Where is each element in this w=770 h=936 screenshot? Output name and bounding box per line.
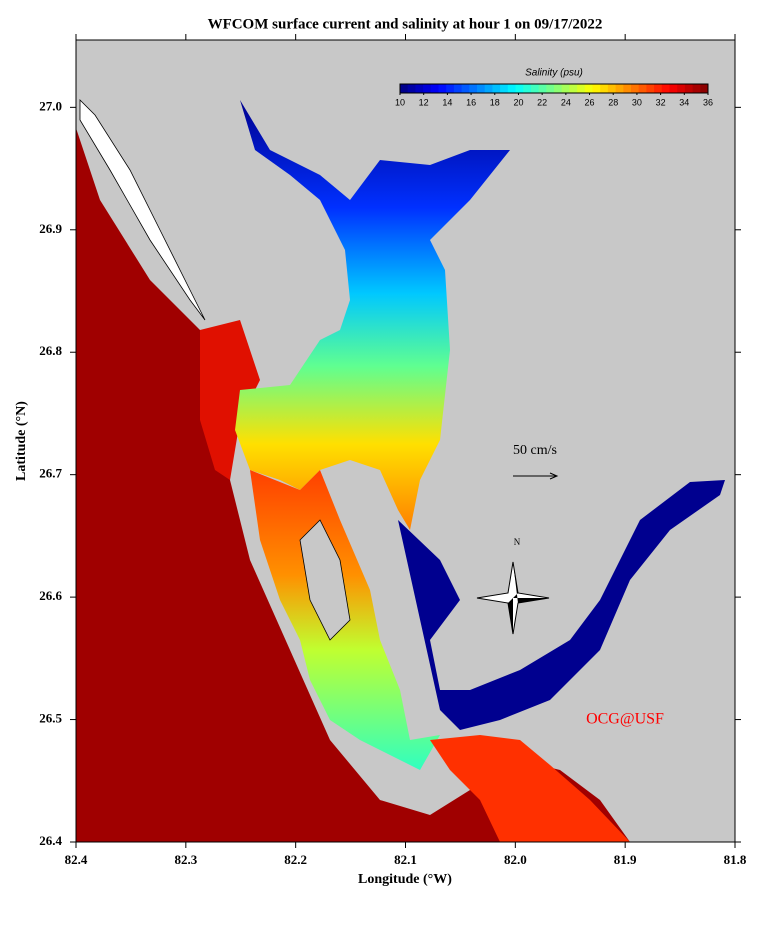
plume-water bbox=[200, 320, 260, 480]
colorbar-tick-label: 12 bbox=[419, 97, 429, 107]
colorbar-tick-label: 36 bbox=[703, 97, 713, 107]
water-layer bbox=[76, 99, 725, 842]
colorbar-segment bbox=[569, 84, 578, 93]
colorbar-segment bbox=[461, 84, 470, 93]
colorbar-segment bbox=[584, 84, 593, 93]
colorbar-segment bbox=[607, 84, 617, 93]
colorbar-segment bbox=[623, 84, 632, 93]
colorbar-segment bbox=[577, 84, 586, 93]
colorbar-tick-label: 20 bbox=[513, 97, 523, 107]
charlotte-harbor bbox=[235, 100, 510, 530]
colorbar-tick-label: 10 bbox=[395, 97, 405, 107]
colorbar-tick-label: 26 bbox=[585, 97, 595, 107]
title: WFCOM surface current and salinity at ho… bbox=[208, 16, 603, 32]
y-axis-label: Latitude (°N) bbox=[14, 401, 29, 481]
coastal-land bbox=[79, 99, 206, 321]
y-tick-label: 27.0 bbox=[39, 98, 62, 113]
compass-shade bbox=[508, 562, 549, 634]
colorbar-segment bbox=[700, 84, 709, 93]
colorbar-segment bbox=[453, 84, 463, 93]
x-axis-label: Longitude (°W) bbox=[358, 872, 452, 887]
colorbar-segment bbox=[661, 84, 670, 93]
colorbar-segment bbox=[523, 84, 532, 93]
colorbar-segment bbox=[438, 84, 447, 93]
colorbar-segment bbox=[654, 84, 663, 93]
x-tick-label: 82.4 bbox=[65, 852, 88, 867]
colorbar-segment bbox=[669, 84, 678, 93]
colorbar-segment bbox=[538, 84, 547, 93]
colorbar-segment bbox=[430, 84, 439, 93]
colorbar-segment bbox=[592, 84, 601, 93]
x-tick-label: 81.8 bbox=[724, 852, 747, 867]
y-tick-label: 26.9 bbox=[39, 221, 62, 236]
colorbar-label: Salinity (psu) bbox=[525, 68, 583, 79]
colorbar-segment bbox=[492, 84, 501, 93]
y-tick-label: 26.5 bbox=[39, 711, 62, 726]
colorbar-segment bbox=[692, 84, 701, 93]
colorbar-tick-label: 22 bbox=[537, 97, 547, 107]
colorbar-segment bbox=[561, 84, 570, 93]
colorbar-segment bbox=[546, 84, 555, 93]
colorbar-segment bbox=[677, 84, 686, 93]
caloosahatchee-river bbox=[398, 480, 725, 730]
colorbar-tick-label: 16 bbox=[466, 97, 476, 107]
colorbar-segment bbox=[407, 84, 416, 93]
island bbox=[299, 519, 351, 641]
x-tick-label: 82.0 bbox=[504, 852, 527, 867]
x-tick-label: 82.1 bbox=[394, 852, 417, 867]
colorbar-tick-label: 24 bbox=[561, 97, 571, 107]
colorbar-segment bbox=[507, 84, 516, 93]
scale-arrow-head bbox=[549, 472, 559, 480]
compass bbox=[476, 561, 550, 635]
x-tick-label: 82.2 bbox=[284, 852, 307, 867]
colorbar-segment bbox=[631, 84, 640, 93]
colorbar-segment bbox=[469, 84, 478, 93]
colorbar-tick-label: 34 bbox=[679, 97, 689, 107]
colorbar-segment bbox=[400, 84, 409, 93]
colorbar-segment bbox=[500, 84, 509, 93]
colorbar-segment bbox=[477, 84, 486, 93]
colorbar-segment bbox=[615, 84, 624, 93]
colorbar-tick-label: 30 bbox=[632, 97, 642, 107]
colorbar-tick-label: 28 bbox=[608, 97, 618, 107]
colorbar-frame bbox=[399, 83, 709, 94]
credit: OCG@USF bbox=[586, 711, 664, 728]
compass-label: N bbox=[514, 537, 521, 547]
scale-label: 50 cm/s bbox=[513, 443, 557, 458]
colorbar-segment bbox=[484, 84, 493, 93]
colorbar-tick-label: 14 bbox=[442, 97, 452, 107]
x-tick-label: 82.3 bbox=[174, 852, 197, 867]
colorbar-segment bbox=[646, 84, 655, 93]
y-tick-label: 26.4 bbox=[39, 833, 62, 848]
colorbar-segment bbox=[600, 84, 609, 93]
x-tick-label: 81.9 bbox=[614, 852, 637, 867]
colorbar-segment bbox=[415, 84, 424, 93]
colorbar-segment bbox=[446, 84, 455, 93]
y-tick-label: 26.8 bbox=[39, 343, 62, 358]
colorbar-segment bbox=[423, 84, 432, 93]
colorbar-segment bbox=[554, 84, 563, 93]
gulf-water bbox=[76, 128, 630, 842]
colorbar-segment bbox=[530, 84, 540, 93]
estero-bay bbox=[430, 735, 630, 842]
colorbar-tick-label: 18 bbox=[490, 97, 500, 107]
colorbar-segment bbox=[515, 84, 524, 93]
y-tick-label: 26.6 bbox=[39, 588, 62, 603]
y-tick-label: 26.7 bbox=[39, 466, 62, 481]
colorbar-segment bbox=[638, 84, 647, 93]
colorbar-tick-label: 32 bbox=[656, 97, 666, 107]
colorbar-segment bbox=[684, 84, 694, 93]
